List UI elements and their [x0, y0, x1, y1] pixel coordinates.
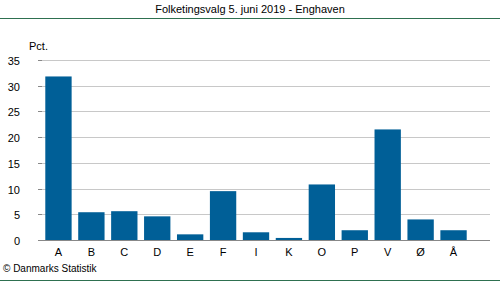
tick-mark	[38, 189, 42, 190]
grid-line	[42, 86, 490, 87]
y-tick-label: 20	[8, 132, 20, 144]
x-tick-label: K	[285, 246, 293, 258]
x-tick-label: P	[351, 246, 358, 258]
tick-mark	[38, 163, 42, 164]
tick-mark	[38, 60, 42, 61]
grid-line	[42, 189, 490, 190]
y-axis-label: Pct.	[29, 40, 48, 52]
bar	[111, 211, 137, 240]
x-axis-line	[42, 240, 490, 241]
tick-mark	[38, 137, 42, 138]
y-tick-label: 0	[14, 235, 20, 247]
y-tick-label: 25	[8, 106, 20, 118]
tick-mark	[38, 214, 42, 215]
bar	[144, 216, 170, 240]
bar	[309, 184, 335, 240]
footer-rule	[0, 280, 500, 281]
y-tick-label: 5	[14, 209, 20, 221]
bar	[276, 238, 302, 240]
x-tick-label: A	[55, 246, 63, 258]
tick-mark	[38, 86, 42, 87]
y-tick-label: 10	[8, 184, 20, 196]
x-tick-label: Ø	[416, 246, 425, 258]
source: © Danmarks Statistik	[3, 263, 98, 274]
bar	[342, 230, 368, 240]
x-tick-label: O	[318, 246, 327, 258]
title: Folketingsvalg 5. juni 2019 - Enghaven	[155, 3, 345, 15]
header-rule	[0, 18, 500, 19]
y-tick-label: 15	[8, 158, 20, 170]
x-tick-label: B	[88, 246, 95, 258]
bar	[407, 219, 433, 240]
grid-line	[42, 137, 490, 138]
x-tick-label: C	[120, 246, 128, 258]
x-tick-label: F	[220, 246, 227, 258]
x-tick-label: I	[254, 246, 257, 258]
x-tick-label: D	[153, 246, 161, 258]
bar	[45, 76, 71, 240]
tick-mark	[38, 240, 42, 241]
bar	[243, 232, 269, 240]
bars	[45, 76, 466, 240]
y-tick-label: 30	[8, 81, 20, 93]
bar	[78, 212, 104, 240]
grid-line	[42, 240, 490, 241]
grid-line	[42, 163, 490, 164]
tick-mark	[38, 111, 42, 112]
bar	[440, 230, 466, 240]
bar	[210, 191, 236, 240]
bar	[177, 234, 203, 240]
grid-line	[42, 60, 490, 61]
grid-line	[42, 111, 490, 112]
x-tick-label: Å	[450, 246, 458, 258]
bar	[375, 129, 401, 240]
x-tick-label: E	[186, 246, 193, 258]
grid-line	[42, 214, 490, 215]
x-tick-label: V	[384, 246, 392, 258]
chart: Folketingsvalg 5. juni 2019 - Enghaven Pc…	[0, 0, 500, 282]
y-tick-label: 35	[8, 55, 20, 67]
